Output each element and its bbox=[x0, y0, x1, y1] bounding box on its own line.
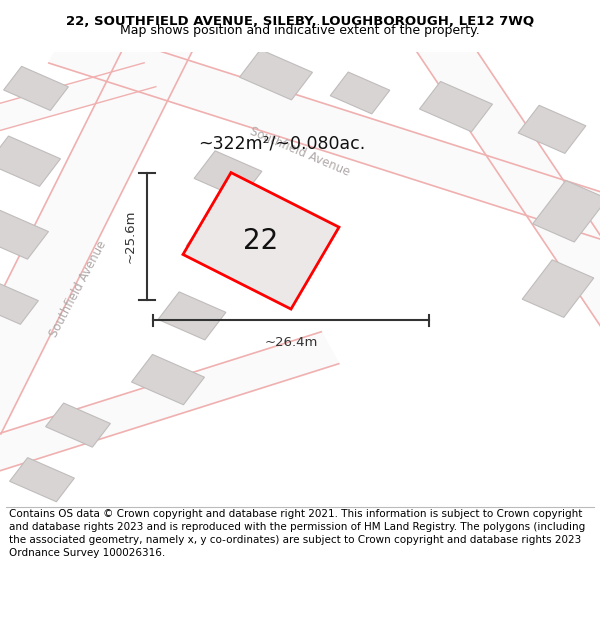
Text: Map shows position and indicative extent of the property.: Map shows position and indicative extent… bbox=[120, 24, 480, 38]
Polygon shape bbox=[10, 458, 74, 502]
Polygon shape bbox=[194, 151, 262, 199]
Text: ~25.6m: ~25.6m bbox=[124, 209, 137, 263]
Text: 22: 22 bbox=[244, 227, 278, 255]
Polygon shape bbox=[522, 260, 594, 318]
Polygon shape bbox=[186, 222, 246, 264]
Polygon shape bbox=[158, 292, 226, 340]
Polygon shape bbox=[131, 354, 205, 405]
Text: Contains OS data © Crown copyright and database right 2021. This information is : Contains OS data © Crown copyright and d… bbox=[9, 509, 585, 559]
Polygon shape bbox=[4, 66, 68, 111]
Polygon shape bbox=[0, 62, 156, 132]
Text: 22, SOUTHFIELD AVENUE, SILEBY, LOUGHBOROUGH, LE12 7WQ: 22, SOUTHFIELD AVENUE, SILEBY, LOUGHBORO… bbox=[66, 14, 534, 28]
Text: Southfield Avenue: Southfield Avenue bbox=[248, 125, 352, 179]
Text: ~26.4m: ~26.4m bbox=[265, 336, 317, 349]
Polygon shape bbox=[183, 173, 339, 309]
Polygon shape bbox=[0, 280, 38, 324]
Polygon shape bbox=[0, 21, 199, 434]
Polygon shape bbox=[419, 81, 493, 132]
Polygon shape bbox=[0, 136, 61, 186]
Polygon shape bbox=[46, 403, 110, 447]
Polygon shape bbox=[408, 20, 600, 334]
Polygon shape bbox=[0, 332, 339, 478]
Polygon shape bbox=[518, 106, 586, 153]
Polygon shape bbox=[49, 22, 600, 245]
Polygon shape bbox=[533, 181, 600, 242]
Text: Southfield Avenue: Southfield Avenue bbox=[47, 238, 109, 339]
Polygon shape bbox=[0, 209, 49, 259]
Polygon shape bbox=[239, 49, 313, 100]
Text: ~322m²/~0.080ac.: ~322m²/~0.080ac. bbox=[199, 134, 365, 152]
Polygon shape bbox=[330, 72, 390, 114]
